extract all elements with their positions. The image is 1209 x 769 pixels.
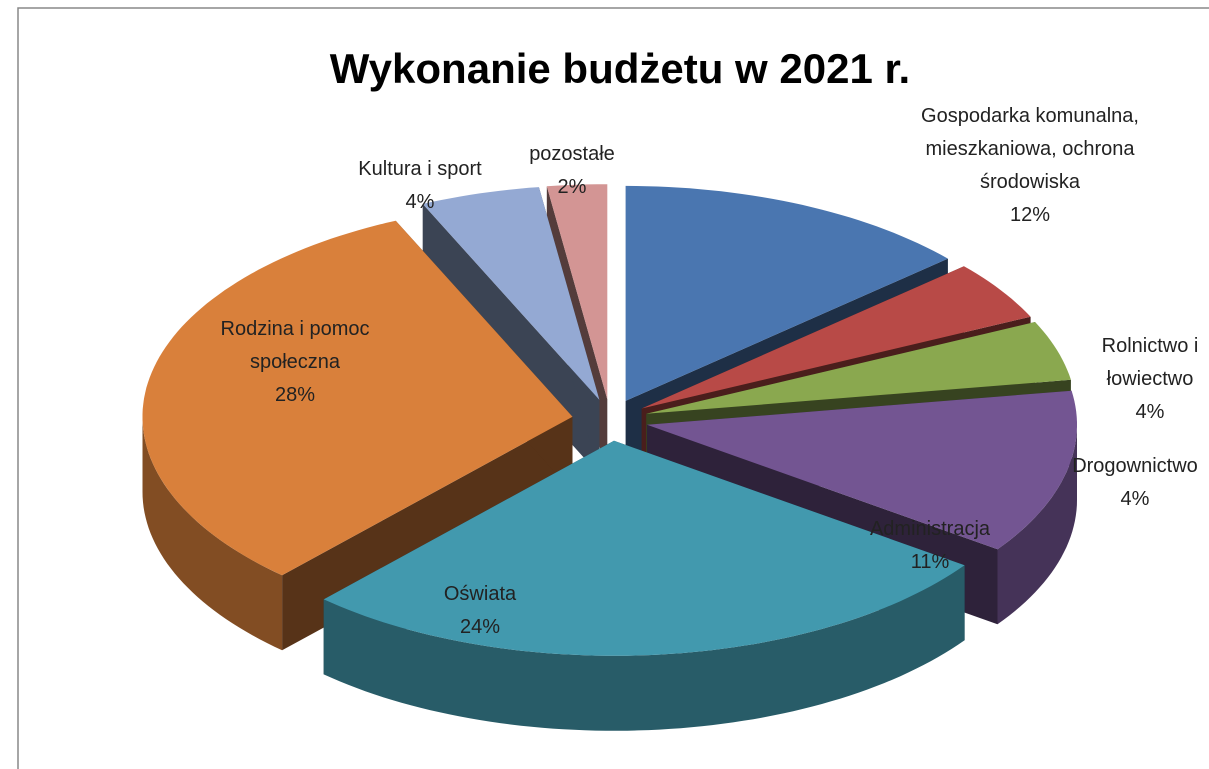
value-label: 4%: [1135, 401, 1165, 423]
category-label: Gospodarka komunalna, mieszkaniowa, ochr…: [921, 105, 1139, 193]
slice: [323, 440, 965, 656]
slice: [625, 185, 948, 401]
category-label: Oświata: [443, 583, 517, 605]
slice: [647, 390, 1077, 550]
chart-title: Wykonanie budżetu w 2021 r.: [330, 45, 910, 92]
value-label: 24%: [459, 616, 501, 638]
data-label: pozostałe 2%: [512, 138, 632, 204]
data-label: Drogownictwo 4%: [1050, 450, 1209, 516]
slice: [546, 184, 608, 400]
data-label: Rodzina i pomoc społeczna 28%: [210, 313, 380, 412]
category-label: Drogownictwo: [1072, 455, 1198, 477]
value-label: 28%: [274, 384, 316, 406]
slice: [646, 322, 1071, 414]
value-label: 4%: [1120, 488, 1150, 510]
category-label: Administracja: [869, 518, 991, 540]
category-label: pozostałe: [529, 143, 615, 165]
value-label: 2%: [557, 176, 587, 198]
slice-wall: [997, 424, 1077, 625]
slice-wall: [142, 416, 283, 651]
data-label: Administracja 11%: [840, 513, 1020, 579]
value-label: 11%: [910, 551, 950, 573]
slice: [142, 220, 573, 576]
slice: [422, 187, 600, 400]
data-label: Gospodarka komunalna, mieszkaniowa, ochr…: [910, 100, 1150, 232]
slice-wall: [323, 565, 965, 731]
category-label: Rodzina i pomoc społeczna: [220, 318, 370, 373]
category-label: Kultura i sport: [358, 158, 482, 180]
value-label: 4%: [405, 191, 435, 213]
slice: [641, 266, 1031, 409]
category-label: Rolnictwo i łowiectwo: [1101, 335, 1199, 390]
data-label: Rolnictwo i łowiectwo 4%: [1085, 330, 1209, 429]
data-label: Kultura i sport 4%: [335, 153, 505, 219]
value-label: 12%: [1009, 204, 1051, 226]
data-label: Oświata 24%: [420, 578, 540, 644]
